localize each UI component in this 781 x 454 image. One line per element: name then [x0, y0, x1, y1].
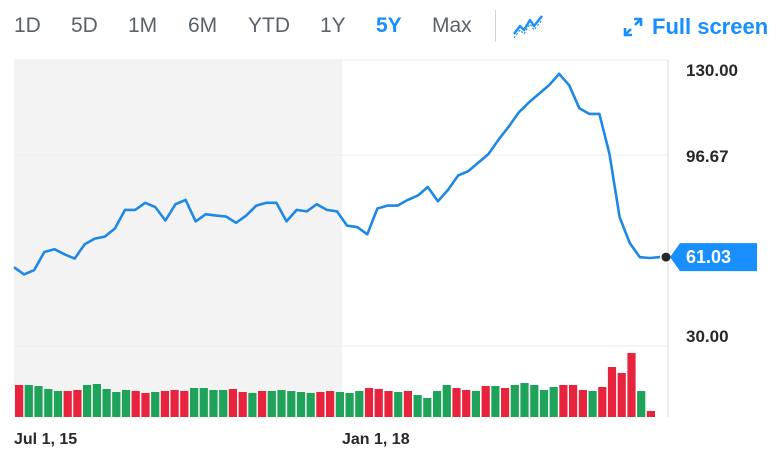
volume-bar [364, 388, 374, 417]
volume-bar [423, 398, 432, 417]
fullscreen-button[interactable]: Full screen [622, 12, 768, 42]
x-tick-label: Jul 1, 15 [14, 431, 77, 448]
line-chart-icon [513, 15, 543, 39]
volume-bar [345, 393, 354, 417]
range-1d-button[interactable]: 1D [14, 14, 41, 37]
volume-bar [219, 390, 228, 417]
volume-bar [326, 391, 335, 417]
y-tick-label: 30.00 [686, 327, 729, 346]
price-line [13, 72, 661, 276]
fullscreen-label: Full screen [652, 14, 769, 39]
volume-bar [34, 386, 43, 417]
volume-bar [637, 391, 646, 417]
range-5d-button[interactable]: 5D [71, 14, 98, 37]
volume-bar [442, 385, 451, 417]
volume-bar [170, 390, 179, 417]
volume-bar [15, 385, 24, 417]
volume-bar [151, 392, 160, 417]
range-max-button[interactable]: Max [432, 14, 472, 37]
volume-bar [160, 391, 169, 417]
volume-bar [569, 385, 578, 417]
volume-bar [102, 389, 111, 417]
volume-bar [238, 392, 247, 417]
volume-bar [141, 393, 150, 417]
volume-bar [92, 384, 101, 417]
volume-bar [63, 391, 72, 417]
price-tag-text: 61.03 [686, 247, 731, 267]
volume-bar [471, 391, 480, 417]
volume-bar [316, 392, 325, 417]
volume-bar [384, 391, 393, 417]
volume-bar [588, 391, 597, 417]
toolbar-divider [495, 10, 496, 42]
range-toolbar: 1D 5D 1M 6M YTD 1Y 5Y Max Full screen [0, 0, 781, 54]
volume-bar [413, 395, 422, 417]
volume-bar [646, 411, 655, 417]
price-tag: 61.03 [670, 243, 757, 272]
volume-bar [617, 373, 626, 417]
volume-bar [403, 391, 412, 417]
volume-bar [452, 388, 461, 417]
volume-bar [287, 391, 296, 417]
volume-bar [267, 391, 276, 417]
expand-arrows-icon [623, 17, 643, 37]
volume-bar [501, 388, 510, 417]
volume-bar [24, 385, 33, 417]
volume-bar [53, 391, 63, 417]
volume-bar [83, 385, 92, 417]
volume-bar [44, 389, 53, 417]
range-1m-button[interactable]: 1M [128, 14, 158, 37]
volume-bar [598, 387, 607, 417]
volume-bar [209, 390, 218, 417]
volume-bar [112, 392, 121, 417]
volume-bar [335, 392, 344, 417]
volume-bar [578, 390, 587, 417]
y-tick-label: 96.67 [686, 147, 729, 166]
volume-bar [374, 389, 383, 417]
volume-bar [228, 389, 237, 417]
volume-bar [190, 388, 199, 417]
price-chart[interactable]: 61.03 130.00 96.67 30.00 Jul 1, 15 Jan 1… [0, 54, 781, 454]
chart-type-button[interactable] [512, 12, 544, 40]
volume-bar [433, 391, 442, 417]
price-tag-background [670, 243, 757, 272]
last-price-point [661, 252, 671, 262]
volume-bar [481, 386, 490, 417]
volume-bar [248, 393, 257, 417]
x-tick-label: Jan 1, 18 [342, 431, 410, 448]
shaded-period [14, 60, 342, 417]
volume-bar [277, 390, 286, 417]
volume-bar [607, 367, 617, 417]
range-5y-button[interactable]: 5Y [376, 14, 402, 37]
volume-bar [491, 386, 500, 417]
volume-bar [131, 391, 140, 417]
range-1y-button[interactable]: 1Y [320, 14, 346, 37]
volume-bar [627, 353, 636, 417]
range-ytd-button[interactable]: YTD [248, 14, 290, 37]
volume-bar [180, 391, 189, 417]
volume-bar [462, 390, 471, 417]
volume-bar [258, 391, 267, 417]
volume-bar [73, 390, 82, 417]
volume-bar [306, 393, 315, 417]
volume-bar [121, 390, 131, 417]
volume-bar [549, 387, 558, 417]
volume-bar [559, 385, 568, 417]
volume-bar [510, 385, 519, 417]
volume-bar [394, 392, 403, 417]
range-6m-button[interactable]: 6M [188, 14, 218, 37]
volume-bar [530, 385, 539, 417]
volume-bar [199, 388, 208, 417]
volume-bar [520, 383, 529, 417]
volume-bar [296, 392, 306, 417]
volume-bar [539, 390, 549, 417]
y-tick-label: 130.00 [686, 61, 738, 80]
volume-bars [15, 353, 655, 417]
volume-bar [355, 391, 364, 417]
